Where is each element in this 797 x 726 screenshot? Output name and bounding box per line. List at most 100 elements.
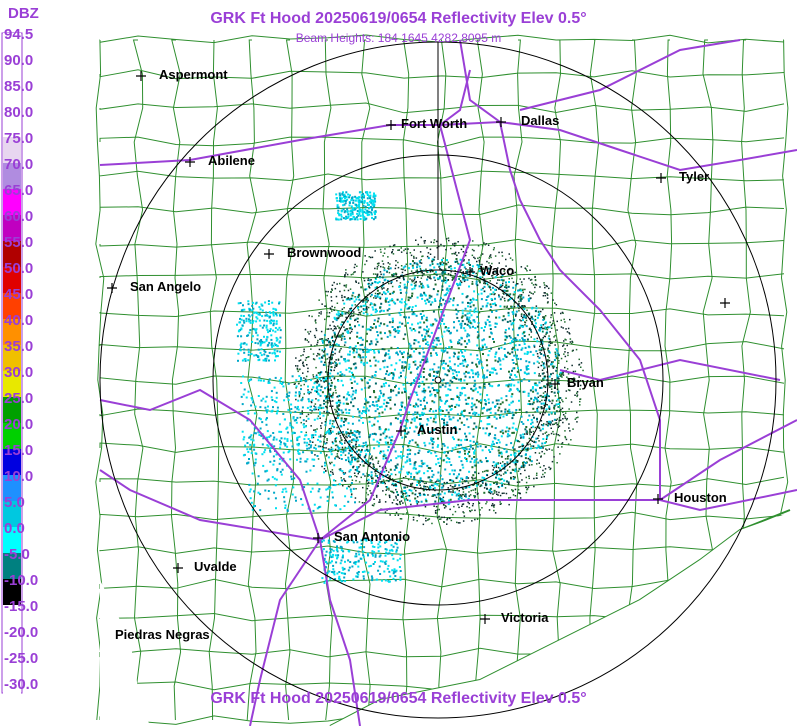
- echo-pixel: [542, 414, 545, 416]
- echo-pixel: [466, 262, 468, 264]
- echo-pixel: [343, 473, 346, 475]
- echo-pixel: [546, 371, 548, 373]
- echo-pixel: [412, 467, 415, 470]
- echo-pixel: [342, 411, 345, 414]
- echo-pixel: [467, 501, 469, 504]
- echo-pixel: [376, 468, 378, 471]
- echo-pixel: [370, 279, 372, 281]
- echo-pixel: [500, 276, 503, 278]
- echo-pixel: [333, 334, 336, 337]
- echo-pixel: [525, 368, 528, 371]
- echo-pixel: [537, 314, 540, 317]
- echo-pixel: [334, 348, 336, 351]
- echo-pixel: [430, 277, 432, 280]
- echo-pixel: [350, 454, 352, 456]
- echo-pixel: [460, 248, 463, 251]
- echo-pixel: [564, 355, 567, 358]
- echo-pixel: [378, 474, 381, 476]
- echo-pixel: [428, 296, 431, 299]
- echo-pixel: [486, 260, 488, 263]
- echo-pixel: [571, 341, 574, 344]
- echo-pixel: [542, 308, 544, 311]
- echo-pixel: [265, 357, 268, 360]
- echo-pixel: [469, 305, 472, 308]
- echo-pixel: [443, 279, 445, 281]
- echo-pixel: [339, 435, 342, 437]
- echo-pixel: [324, 461, 326, 464]
- echo-pixel: [271, 319, 274, 322]
- echo-pixel: [535, 437, 538, 440]
- echo-pixel: [547, 326, 549, 329]
- echo-pixel: [486, 474, 489, 477]
- county-line: [99, 375, 785, 385]
- echo-pixel: [288, 450, 291, 453]
- echo-pixel: [429, 486, 432, 489]
- echo-pixel: [562, 374, 565, 376]
- mexico-area: [100, 580, 150, 726]
- echo-pixel: [374, 286, 377, 289]
- echo-pixel: [343, 193, 346, 196]
- echo-pixel: [364, 208, 367, 211]
- echo-pixel: [306, 364, 308, 366]
- county-line: [246, 39, 258, 721]
- echo-pixel: [460, 443, 463, 446]
- echo-pixel: [383, 267, 386, 269]
- echo-pixel: [342, 321, 344, 323]
- echo-pixel: [421, 424, 424, 427]
- echo-pixel: [422, 429, 425, 432]
- echo-pixel: [368, 279, 371, 282]
- echo-pixel: [259, 308, 262, 311]
- echo-pixel: [431, 263, 434, 265]
- echo-pixel: [474, 327, 477, 329]
- echo-pixel: [390, 490, 392, 492]
- echo-pixel: [460, 281, 463, 284]
- echo-pixel: [353, 300, 356, 303]
- echo-pixel: [278, 341, 281, 344]
- echo-pixel: [511, 400, 514, 403]
- echo-pixel: [336, 396, 338, 398]
- echo-pixel: [320, 330, 323, 333]
- echo-pixel: [555, 422, 558, 424]
- echo-pixel: [548, 356, 550, 359]
- echo-pixel: [425, 482, 427, 484]
- echo-pixel: [323, 354, 326, 357]
- echo-pixel: [483, 273, 486, 276]
- echo-pixel: [382, 255, 384, 257]
- echo-pixel: [335, 197, 338, 200]
- echo-pixel: [448, 457, 451, 460]
- echo-pixel: [484, 326, 486, 328]
- echo-pixel: [295, 499, 297, 502]
- echo-pixel: [362, 486, 364, 489]
- echo-pixel: [431, 470, 434, 472]
- echo-pixel: [415, 501, 418, 504]
- echo-pixel: [364, 304, 367, 307]
- echo-pixel: [516, 283, 518, 285]
- echo-pixel: [338, 200, 341, 202]
- echo-pixel: [391, 490, 394, 493]
- echo-pixel: [416, 266, 418, 269]
- echo-pixel: [334, 366, 336, 369]
- echo-pixel: [465, 486, 468, 489]
- echo-pixel: [452, 372, 455, 375]
- echo-pixel: [368, 292, 371, 294]
- echo-pixel: [451, 276, 453, 278]
- echo-pixel: [343, 211, 346, 214]
- echo-pixel: [542, 392, 545, 394]
- echo-pixel: [469, 326, 472, 329]
- echo-pixel: [432, 441, 435, 444]
- echo-pixel: [424, 336, 426, 339]
- echo-pixel: [445, 248, 447, 251]
- echo-pixel: [434, 273, 437, 275]
- echo-pixel: [468, 470, 471, 473]
- echo-pixel: [526, 433, 528, 435]
- echo-pixel: [422, 397, 425, 400]
- echo-pixel: [363, 277, 365, 280]
- echo-pixel: [345, 195, 347, 198]
- echo-pixel: [344, 440, 346, 442]
- echo-pixel: [459, 282, 462, 285]
- echo-pixel: [411, 313, 414, 316]
- echo-pixel: [512, 367, 515, 370]
- echo-pixel: [370, 492, 372, 494]
- echo-pixel: [383, 291, 386, 294]
- echo-pixel: [443, 422, 446, 424]
